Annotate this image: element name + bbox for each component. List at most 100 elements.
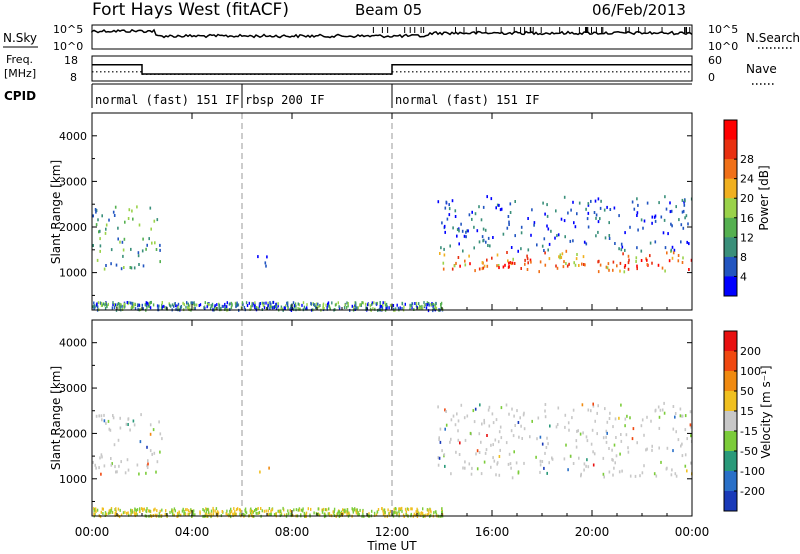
echo-cell xyxy=(112,301,114,305)
echo-cell xyxy=(369,304,372,308)
echo-cell xyxy=(559,253,562,257)
echo-cell xyxy=(161,301,163,304)
echo-cell xyxy=(328,304,330,308)
echo-cell xyxy=(397,306,400,310)
colorbar-segment xyxy=(724,256,737,277)
echo-cell xyxy=(146,301,149,305)
colorbar-tick-label: 50 xyxy=(740,385,754,398)
echo-cell xyxy=(398,512,400,516)
echo-cell xyxy=(229,509,231,513)
echo-cell xyxy=(157,305,159,309)
echo-cell xyxy=(280,307,282,311)
echo-cell xyxy=(132,305,135,309)
freq-unit-label: [MHz] xyxy=(4,67,36,80)
echo-cell xyxy=(199,303,202,307)
echo-cell xyxy=(267,509,269,513)
colorbar-segment xyxy=(724,351,737,372)
colorbar-segment xyxy=(724,391,737,412)
echo-cell xyxy=(521,437,523,440)
echo-cell xyxy=(456,234,458,238)
echo-cell xyxy=(612,458,614,462)
echo-cell xyxy=(629,474,632,478)
echo-cell xyxy=(159,450,161,454)
echo-cell xyxy=(523,411,525,415)
echo-cell xyxy=(475,452,477,456)
echo-cell xyxy=(203,306,205,310)
echo-cell xyxy=(164,306,166,309)
echo-cell xyxy=(487,244,489,247)
echo-cell xyxy=(105,227,107,231)
nsky-panel xyxy=(91,24,693,50)
echo-cell xyxy=(555,264,557,268)
echo-cell xyxy=(205,507,207,511)
echo-cell xyxy=(593,452,596,456)
echo-cell xyxy=(110,248,113,252)
colorbar-tick-label: 16 xyxy=(740,212,754,225)
echo-cell xyxy=(137,251,140,255)
echo-cell xyxy=(343,508,345,512)
echo-cell xyxy=(664,269,666,273)
colorbar-tick-label: 4 xyxy=(740,270,747,283)
echo-cell xyxy=(574,263,577,267)
y-tick-label: 2000 xyxy=(59,221,87,234)
echo-cell xyxy=(190,508,192,512)
echo-cell xyxy=(147,462,149,466)
echo-cell xyxy=(96,258,99,262)
echo-cell xyxy=(457,438,460,442)
echo-cell xyxy=(392,304,395,307)
echo-cell xyxy=(499,448,501,452)
echo-cell xyxy=(174,302,176,305)
echo-cell xyxy=(288,512,290,516)
echo-cell xyxy=(187,302,189,306)
echo-cell xyxy=(346,509,349,513)
echo-cell xyxy=(324,508,327,512)
echo-cell xyxy=(546,471,548,475)
echo-cell xyxy=(511,261,514,265)
echo-cell xyxy=(599,217,601,221)
echo-cell xyxy=(604,236,607,240)
echo-cell xyxy=(585,242,588,246)
echo-cell xyxy=(567,468,569,472)
echo-cell xyxy=(681,442,683,446)
echo-cell xyxy=(355,511,358,515)
echo-cell xyxy=(425,513,427,517)
echo-cell xyxy=(481,422,483,426)
echo-cell xyxy=(531,419,533,423)
echo-cell xyxy=(533,223,535,227)
echo-cell xyxy=(249,509,251,513)
cpid-label: CPID xyxy=(4,89,36,103)
echo-cell xyxy=(474,407,477,411)
echo-cell xyxy=(626,414,628,418)
echo-cell xyxy=(544,409,546,413)
echo-cell xyxy=(460,403,463,407)
echo-cell xyxy=(490,197,493,201)
velocity-data xyxy=(92,320,693,519)
echo-cell xyxy=(255,508,258,511)
echo-cell xyxy=(371,301,374,305)
echo-cell xyxy=(544,263,547,267)
echo-cell xyxy=(249,511,252,515)
echo-cell xyxy=(464,460,466,464)
echo-cell xyxy=(395,307,397,311)
echo-cell xyxy=(603,208,606,212)
echo-cell xyxy=(108,427,111,431)
echo-cell xyxy=(169,510,171,514)
echo-cell xyxy=(459,441,461,445)
echo-cell xyxy=(574,225,577,229)
echo-cell xyxy=(627,446,629,450)
echo-cell xyxy=(258,304,261,308)
echo-cell xyxy=(252,510,254,514)
echo-cell xyxy=(99,237,101,241)
echo-cell xyxy=(563,260,565,264)
colorbar-tick-label: 8 xyxy=(740,251,747,264)
echo-cell xyxy=(110,508,112,512)
echo-cell xyxy=(627,450,630,454)
echo-cell xyxy=(404,302,406,306)
echo-cell xyxy=(161,437,163,441)
echo-cell xyxy=(490,443,492,447)
echo-cell xyxy=(100,303,103,307)
echo-cell xyxy=(543,249,545,252)
echo-cell xyxy=(272,300,275,304)
echo-cell xyxy=(594,419,596,423)
echo-cell xyxy=(537,416,540,420)
